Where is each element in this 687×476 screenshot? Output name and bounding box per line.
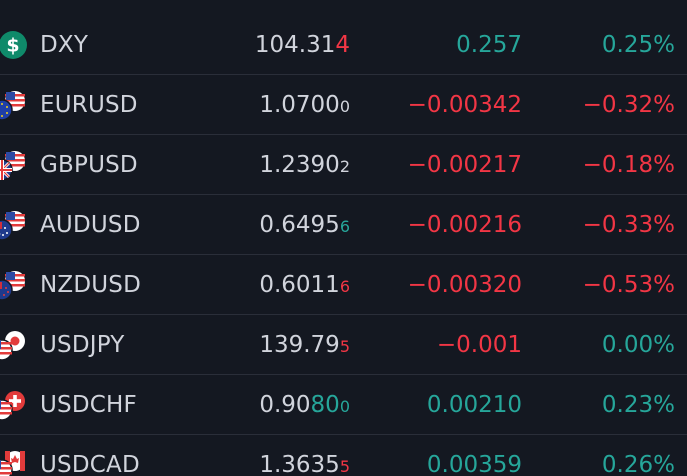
last-price: 139.795 — [259, 332, 350, 358]
change-value: −0.00216 — [407, 212, 522, 238]
symbol-label: DXY — [40, 32, 89, 58]
change-value: −0.001 — [436, 332, 522, 358]
nz-us-flags-icon — [0, 271, 25, 300]
last-price: 1.36355 — [259, 452, 350, 476]
dollar-sign-icon: $ — [0, 31, 27, 59]
watchlist-row-usdcad[interactable]: USDCAD 1.36355 0.00359 0.26% — [0, 435, 687, 476]
symbol-label: USDJPY — [40, 332, 125, 358]
eu-us-flags-icon — [0, 91, 25, 120]
change-percent: 0.25% — [601, 32, 675, 58]
change-value: −0.00217 — [407, 152, 522, 178]
change-value: −0.00320 — [407, 272, 522, 298]
watchlist-row-nzdusd[interactable]: NZDUSD 0.60116 −0.00320 −0.53% — [0, 255, 687, 315]
last-price: 0.64956 — [259, 212, 350, 238]
au-us-flags-icon — [0, 211, 25, 240]
change-percent: −0.53% — [582, 272, 675, 298]
symbol-label: AUDUSD — [40, 212, 141, 238]
symbol-label: USDCAD — [40, 452, 140, 476]
gb-us-flags-icon — [0, 151, 25, 180]
symbol-label: USDCHF — [40, 392, 137, 418]
last-price: 104.314 — [254, 32, 350, 58]
change-percent: 0.23% — [601, 392, 675, 418]
watchlist-row-eurusd[interactable]: EURUSD 1.07000 −0.00342 −0.32% — [0, 75, 687, 135]
us-jp-flags-icon — [0, 331, 25, 360]
watchlist-row-audusd[interactable]: AUDUSD 0.64956 −0.00216 −0.33% — [0, 195, 687, 255]
change-percent: 0.26% — [601, 452, 675, 476]
last-price: 0.60116 — [259, 272, 350, 298]
us-ch-flags-icon — [0, 391, 25, 420]
us-ca-flags-icon — [0, 451, 25, 476]
symbol-label: NZDUSD — [40, 272, 142, 298]
symbol-label: EURUSD — [40, 92, 138, 118]
watchlist-row-gbpusd[interactable]: GBPUSD 1.23902 −0.00217 −0.18% — [0, 135, 687, 195]
change-value: 0.00359 — [426, 452, 522, 476]
change-percent: −0.18% — [582, 152, 675, 178]
last-price: 1.07000 — [259, 92, 350, 118]
watchlist-row-usdchf[interactable]: USDCHF 0.90800 0.00210 0.23% — [0, 375, 687, 435]
change-percent: 0.00% — [601, 332, 675, 358]
change-value: −0.00342 — [407, 92, 522, 118]
change-percent: −0.33% — [582, 212, 675, 238]
last-price: 1.23902 — [259, 152, 350, 178]
change-percent: −0.32% — [582, 92, 675, 118]
change-value: 0.00210 — [426, 392, 522, 418]
watchlist-row-usdjpy[interactable]: USDJPY 139.795 −0.001 0.00% — [0, 315, 687, 375]
symbol-label: GBPUSD — [40, 152, 138, 178]
svg-text:$: $ — [6, 35, 19, 57]
change-value: 0.257 — [456, 32, 522, 58]
watchlist-row-dxy[interactable]: $ DXY 104.314 0.257 0.25% — [0, 15, 687, 75]
last-price: 0.90800 — [259, 392, 350, 418]
